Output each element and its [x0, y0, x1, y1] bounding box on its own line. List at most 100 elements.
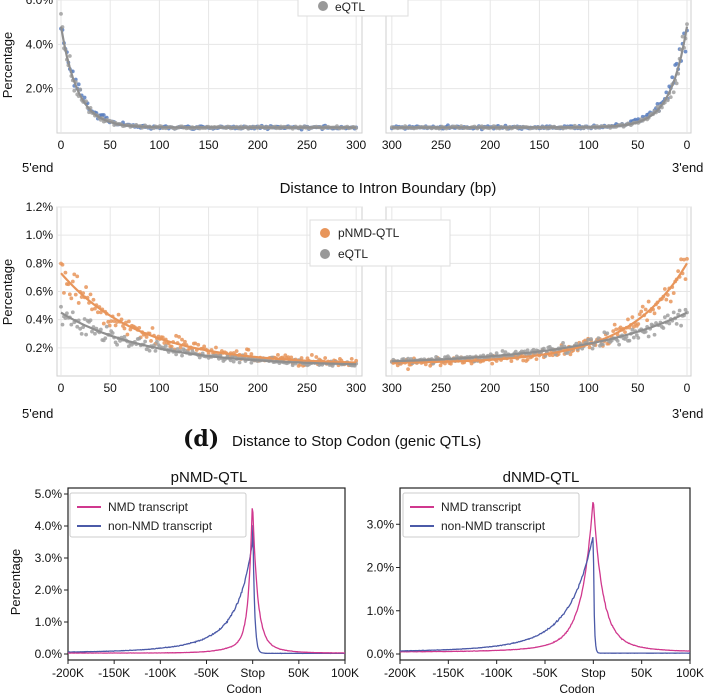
section-d-title: Distance to Stop Codon (genic QTLs)	[232, 433, 481, 450]
a-right-point-eqtl-grey	[671, 90, 676, 95]
a-right-point-eqtl-blue	[667, 84, 672, 89]
b-left-point-pnmd	[113, 323, 118, 328]
b-right-xtick: 300	[382, 381, 402, 395]
b-right-point-eqtl	[546, 345, 551, 350]
a-right-xtick: 0	[684, 138, 691, 152]
b-right-xtick: 150	[529, 381, 549, 395]
b-left-ytick: 1.2%	[26, 200, 54, 214]
b-right-point-pnmd	[683, 277, 688, 282]
a-right-point-eqtl-blue	[670, 75, 675, 80]
b-left-point-eqtl	[104, 324, 109, 329]
legend-marker-eqtl-b	[320, 249, 330, 259]
a-left-xtick: 50	[104, 138, 118, 152]
section-a-ylabel: Percentage	[0, 32, 15, 99]
b-left-xtick: 0	[58, 381, 65, 395]
chart2-codon-label: Codon	[559, 682, 594, 696]
b-left-point-pnmd	[150, 326, 155, 330]
b-left-point-pnmd	[67, 292, 72, 297]
b-right-xtick: 200	[480, 381, 500, 395]
b-right-point-eqtl	[621, 336, 626, 341]
b-left-point-eqtl	[147, 348, 152, 353]
a-right-point-eqtl-grey	[674, 81, 679, 86]
a-right-xtick: 250	[431, 138, 451, 152]
a-right-xtick: 300	[382, 138, 402, 152]
chart1-legend-box	[69, 492, 247, 538]
b-left-point-pnmd	[162, 341, 167, 345]
b-left-point-eqtl	[137, 336, 142, 341]
a-left-point-eqtl-blue	[82, 95, 87, 100]
a-left-ytick: 4.0%	[26, 37, 54, 51]
chart1-line-non-nmd	[67, 525, 345, 655]
chart1-legend: NMD transcript non-NMD transcript	[69, 492, 247, 538]
b-right-xtick: 250	[431, 381, 451, 395]
b-left-point-pnmd	[122, 326, 127, 331]
b-left-point-eqtl	[103, 336, 108, 341]
chart2-legend: NMD transcript non-NMD transcript	[402, 492, 580, 538]
b-left-point-eqtl	[153, 348, 158, 353]
b-right-point-eqtl	[586, 337, 591, 342]
b-left-point-pnmd	[276, 352, 280, 357]
b-left-point-eqtl	[143, 339, 148, 344]
chart2-xtick: 50K	[631, 666, 652, 680]
b-right-point-eqtl	[494, 351, 499, 356]
b-left-point-eqtl	[180, 353, 184, 358]
b-left-point-pnmd	[128, 327, 133, 332]
b-left-ytick: 1.0%	[26, 228, 54, 242]
b-right-point-eqtl	[636, 336, 641, 340]
section-a-xlabel-left: 5'end	[22, 160, 53, 175]
b-left-point-eqtl	[155, 339, 159, 344]
b-right-point-eqtl	[605, 331, 610, 336]
b-left-point-eqtl	[70, 310, 75, 315]
b-right-point-eqtl	[590, 346, 595, 351]
b-left-point-pnmd	[84, 285, 88, 289]
a-right-xtick: 200	[480, 138, 500, 152]
b-right-point-pnmd	[631, 324, 636, 329]
b-right-point-eqtl	[674, 321, 679, 326]
a-left-point-eqtl-grey	[67, 54, 72, 58]
b-right-point-eqtl	[596, 336, 601, 341]
chart2-ytick: 0.0%	[367, 647, 395, 661]
b-left-point-pnmd	[126, 319, 131, 324]
legend-marker-pnmd	[320, 228, 330, 238]
b-left-point-eqtl	[69, 322, 74, 327]
a-left-xtick: 250	[297, 138, 317, 152]
b-left-point-pnmd	[69, 296, 74, 301]
b-right-point-pnmd	[630, 315, 635, 320]
b-right-point-eqtl	[630, 327, 635, 332]
chart1-xtick: -100K	[144, 666, 176, 680]
chart1-line-nmd	[68, 508, 346, 654]
b-left-point-pnmd	[149, 339, 153, 343]
b-right-point-pnmd	[645, 318, 650, 323]
a-left-point-eqtl-blue	[76, 82, 81, 87]
b-right-point-pnmd	[646, 299, 651, 304]
legend-marker-eqtl	[318, 1, 328, 11]
b-left-point-eqtl	[163, 344, 168, 348]
b-left-point-pnmd	[62, 290, 66, 295]
b-right-point-eqtl	[602, 330, 607, 335]
b-left-point-pnmd	[73, 292, 78, 297]
b-left-point-pnmd	[174, 333, 179, 338]
chart2-ytick: 2.0%	[367, 561, 395, 575]
a-right-point-eqtl-grey	[680, 34, 685, 39]
b-left-ytick: 0.8%	[26, 256, 54, 270]
chart1-legend-non-nmd: non-NMD transcript	[108, 519, 213, 533]
a-left-point-eqtl-grey	[78, 87, 83, 92]
b-right-point-pnmd	[524, 359, 529, 363]
b-left-point-pnmd	[116, 312, 121, 317]
chart1-ytick: 5.0%	[35, 487, 63, 501]
b-left-point-eqtl	[59, 304, 63, 309]
a-right-point-eqtl-grey	[685, 22, 689, 27]
b-right-point-eqtl	[654, 321, 658, 325]
b-right-point-eqtl	[592, 343, 596, 347]
b-left-point-eqtl	[93, 331, 97, 336]
b-left-point-eqtl	[75, 324, 80, 329]
b-left-point-eqtl	[82, 317, 87, 321]
b-left-point-pnmd	[214, 345, 218, 350]
b-right-point-pnmd	[637, 312, 642, 317]
chart2-line-non-nmd	[400, 536, 691, 654]
a-left-fit-eqtl-grey	[59, 26, 357, 129]
b-left-point-pnmd	[107, 323, 112, 328]
b-right-point-pnmd	[614, 327, 619, 332]
b-right-point-eqtl	[660, 324, 664, 329]
